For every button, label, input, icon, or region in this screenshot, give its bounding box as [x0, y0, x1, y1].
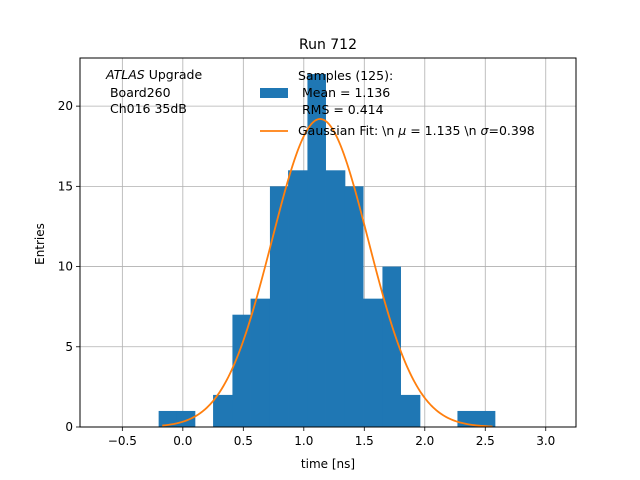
legend-fit-mid: = 1.135 \n [406, 123, 480, 138]
y-tick-label-3: 15 [58, 179, 73, 193]
annotation-line-1: ATLAS Upgrade [105, 67, 202, 82]
histogram-bar-9 [325, 170, 346, 427]
legend-fit-mu: μ [397, 123, 406, 138]
histogram-bar-5 [250, 298, 271, 427]
histogram-bar-4 [232, 314, 251, 427]
x-tick-label-3: 1.0 [294, 434, 313, 448]
annotation-line-2: Board260 [106, 85, 171, 100]
annotation-upgrade: Upgrade [145, 67, 203, 82]
x-tick-label-6: 2.5 [476, 434, 495, 448]
y-tick-label-0: 0 [65, 420, 73, 434]
plot-frame [79, 57, 577, 428]
annotation-line-3: Ch016 35dB [106, 101, 187, 116]
legend-fit-prefix: Gaussian Fit: \n [298, 123, 398, 138]
y-tick-label-1: 5 [65, 340, 73, 354]
histogram-bar-6 [269, 186, 289, 427]
axes-frame [79, 57, 577, 428]
y-tick-label-2: 10 [58, 260, 73, 274]
histogram-bar-8 [307, 74, 326, 427]
x-tick-label-7: 3.0 [536, 434, 555, 448]
histogram-bar-11 [363, 298, 383, 427]
x-tick-label-2: 0.5 [234, 434, 253, 448]
legend: Samples (125): Mean = 1.136 RMS = 0.414 … [260, 68, 535, 138]
histogram-bar-17 [475, 410, 496, 427]
legend-fit-sigma: σ [481, 123, 490, 138]
histogram-bar-10 [344, 186, 364, 427]
x-tick-label-4: 1.5 [355, 434, 374, 448]
legend-samples-line-1: Samples (125): [298, 68, 393, 83]
chart-title: Run 712 [299, 37, 357, 53]
histogram-bar-3 [213, 394, 233, 427]
x-axis-label: time [ns] [301, 457, 355, 471]
y-tick-label-4: 20 [58, 99, 73, 113]
gaussian-fit [162, 118, 493, 428]
axis-ticks: −0.5 0.0 0.5 1.0 1.5 2.0 2.5 3.0 0 5 10 15 20 [58, 99, 556, 448]
gaussian-fit-curve [162, 118, 493, 428]
histogram-bar-1 [176, 410, 196, 427]
x-tick-label-5: 2.0 [415, 434, 434, 448]
annotation-atlas: ATLAS [105, 67, 145, 82]
legend-samples-line-3: RMS = 0.414 [298, 102, 384, 117]
histogram-bar-13 [400, 394, 421, 427]
x-tick-label-0: −0.5 [108, 434, 137, 448]
x-tick-label-1: 0.0 [173, 434, 192, 448]
histogram-bar-0 [158, 410, 178, 427]
legend-fit-label: Gaussian Fit: \n μ = 1.135 \n σ=0.398 [298, 123, 535, 138]
legend-fit-suffix: =0.398 [488, 123, 534, 138]
atlas-annotation: ATLAS Upgrade Board260 Ch016 35dB [105, 67, 202, 116]
histogram-bar-7 [288, 170, 308, 427]
y-axis-label: Entries [33, 223, 47, 265]
legend-samples-line-2: Mean = 1.136 [298, 85, 390, 100]
legend-samples-swatch [260, 88, 288, 98]
